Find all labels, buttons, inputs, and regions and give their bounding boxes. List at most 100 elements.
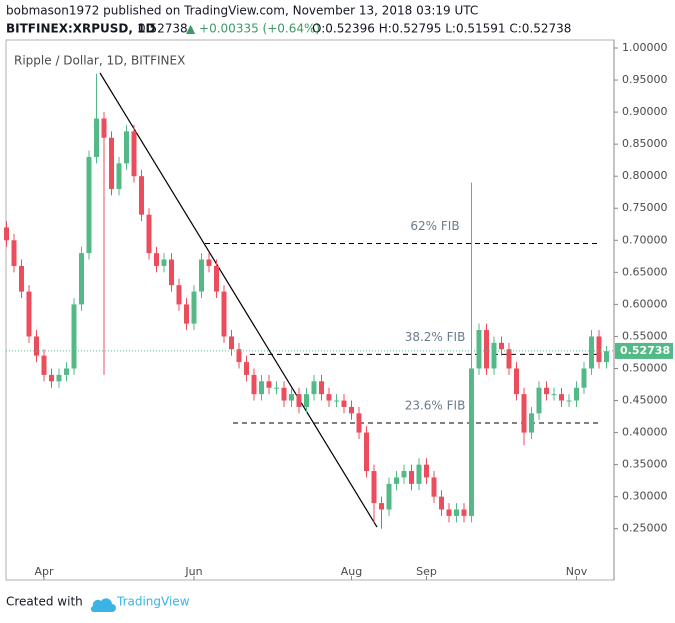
candle-body [71,304,77,369]
candle-body [34,336,39,356]
y-tick-label: 0.70000 [622,233,668,246]
symbol: BITFINEX:XRPUSD, 1D [6,22,155,36]
candle-body [86,156,92,254]
candle-body [266,381,272,388]
candle-body [319,381,324,395]
candle-body [514,368,519,395]
candle-body [64,368,69,375]
tradingview-logo [90,598,116,613]
x-tick-label: Nov [566,565,588,578]
candle-body [544,387,549,395]
y-tick-label: 0.35000 [622,458,668,471]
candle-body [236,349,242,363]
candle-body [326,394,332,401]
candle-body [184,304,189,324]
candle-body [506,349,512,369]
candle-body [416,464,422,484]
candle-body [589,336,594,369]
trend-line [99,72,378,528]
candle-body [566,400,572,402]
candle-body [371,471,377,504]
candle-body [139,176,144,215]
candle-body [409,471,414,484]
candle-body [439,496,444,510]
x-tick-label: Sep [416,565,437,578]
candle-body [296,394,302,407]
candle-body [131,131,137,177]
candle-body [574,387,579,401]
candle-body [79,253,84,305]
candle-body [49,374,54,382]
candle-body [251,374,257,395]
candle-body [41,355,47,375]
candle-body [116,163,122,190]
y-tick-label: 0.85000 [622,137,668,150]
candle-body [581,368,587,388]
candle-body [446,509,452,516]
candle-body [56,374,62,382]
y-tick-label: 0.30000 [622,490,668,503]
candle-body [364,432,369,472]
candle-body [386,483,392,510]
candle-body [461,509,467,516]
candle-body [274,387,279,389]
candle-body [529,413,534,433]
candle-body [221,291,227,337]
candle-body [424,464,429,478]
candle-body [109,137,114,190]
candle-body [146,214,152,254]
y-tick-label: 0.50000 [622,361,668,374]
candle-body [124,131,129,164]
candle-body [431,477,437,497]
candle-body [11,240,17,266]
candle-body [469,368,474,516]
y-tick-label: 0.45000 [622,394,668,407]
candle-body [484,330,489,369]
candle-body [536,387,542,414]
candle-body [454,509,459,516]
candle-body [94,118,99,157]
x-tick-label: Aug [341,565,362,578]
candle-body [604,351,609,363]
candle-body [289,394,294,401]
candle-body [19,265,24,292]
candle-body [349,406,354,414]
candle-body [401,471,407,478]
candle-body [394,477,399,484]
x-tick-label: Apr [34,565,54,578]
candle-body [4,227,9,241]
y-tick-label: 0.75000 [622,201,668,214]
candle-body [521,394,527,433]
ohlc: O:0.52396 H:0.52795 L:0.51591 C:0.52738 [312,22,571,36]
fib-label: 38.2% FIB [405,330,466,344]
candle-body [379,503,384,510]
y-tick-label: 0.65000 [622,265,668,278]
candle-body [214,265,219,292]
candle-body [356,413,362,433]
candle-body [26,291,32,337]
last-price-label: 0.52738 [620,344,670,357]
footer-brand[interactable]: TradingView [116,595,190,609]
publish-line: bobmason1972 published on TradingView.co… [6,4,478,18]
candle-body [476,330,482,369]
footer-created: Created with [6,595,83,609]
y-tick-label: 0.55000 [622,329,668,342]
candle-body [334,400,339,402]
candle-body [206,259,212,266]
fib-label: 23.6% FIB [405,398,466,412]
candle-body [244,362,249,375]
candle-body [161,259,167,266]
y-tick-label: 0.95000 [622,73,668,86]
price: 0.52738 [138,22,188,36]
candle-body [154,253,159,266]
candle-body [199,259,204,292]
y-tick-label: 0.25000 [622,522,668,535]
y-tick-label: 1.00000 [622,41,668,54]
candle-body [551,394,557,396]
y-tick-label: 0.40000 [622,426,668,439]
candle-body [259,381,264,395]
candle-body [559,394,564,401]
y-tick-label: 0.80000 [622,169,668,182]
candle-body [191,291,197,324]
